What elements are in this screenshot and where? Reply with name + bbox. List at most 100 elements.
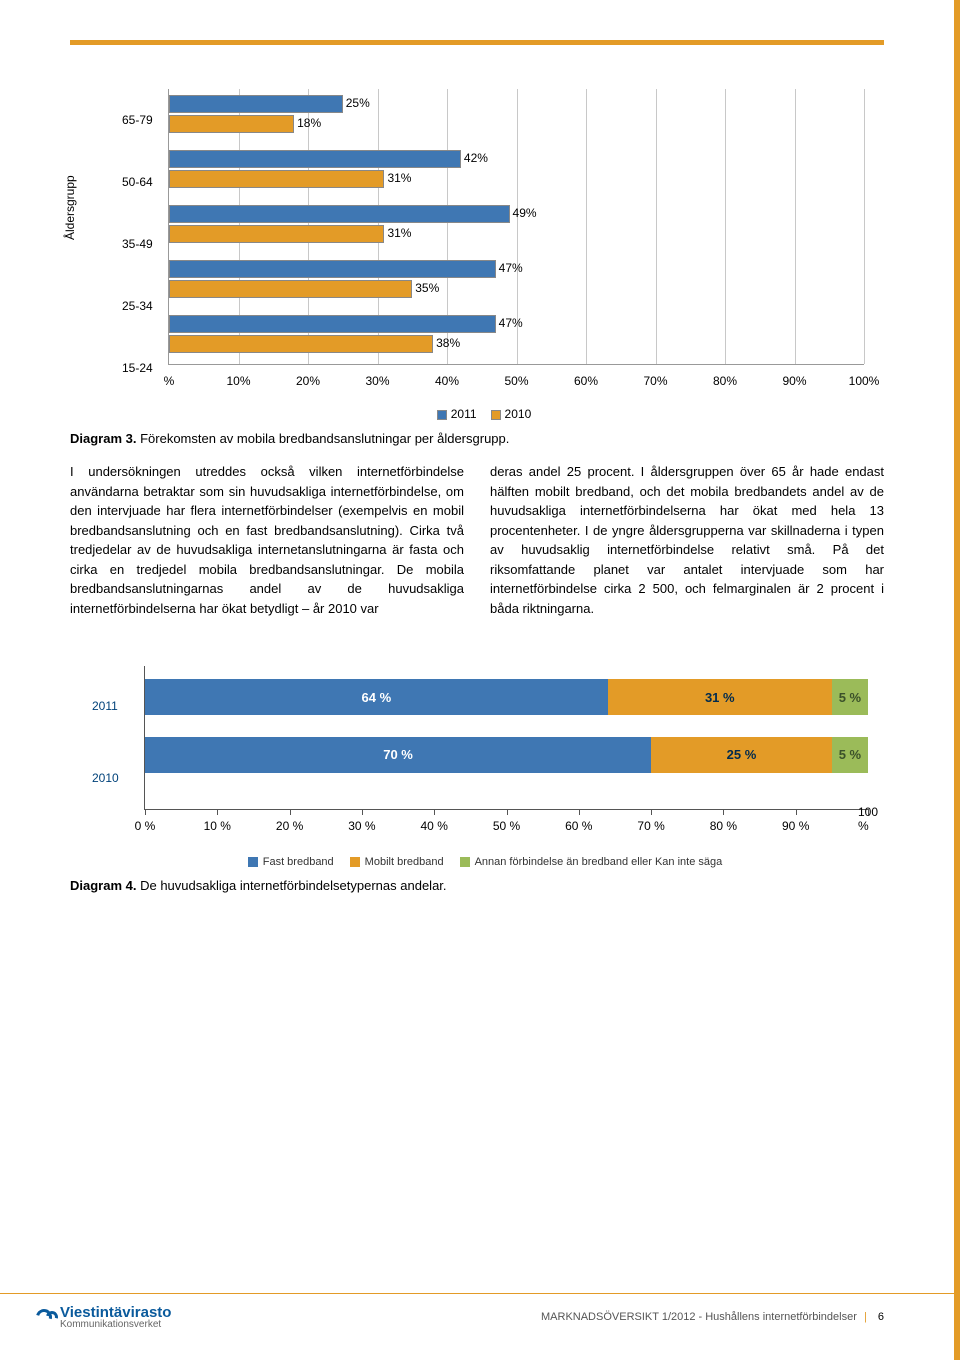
legend-label: Annan förbindelse än bredband eller Kan … (475, 856, 723, 868)
chart1-xtick: 10% (226, 374, 250, 388)
chart1-xtick: 40% (435, 374, 459, 388)
chart1-gridline (656, 89, 657, 364)
legend-swatch (460, 857, 470, 867)
caption-diagram-3: Diagram 3. Förekomsten av mobila bredban… (70, 431, 884, 446)
page-number: 6 (878, 1311, 884, 1323)
chart2-xlabel: 0 % (135, 819, 156, 833)
chart2-segment: 64 % (145, 679, 608, 715)
chart1-category-label: 50-64 (122, 175, 153, 189)
chart1-bar-value: 18% (297, 116, 333, 130)
chart1-bar-value: 42% (464, 151, 500, 165)
legend-swatch (437, 410, 447, 420)
brand-mark (36, 1309, 52, 1325)
caption4-rest: De huvudsakliga internetförbindelsetyper… (136, 878, 446, 893)
chart2-tick (507, 809, 508, 815)
legend-label: 2010 (505, 407, 532, 421)
chart2-xlabel: 60 % (565, 819, 592, 833)
chart1-ylabel: Åldersgrupp (63, 175, 77, 240)
legend-swatch (248, 857, 258, 867)
caption4-bold: Diagram 4. (70, 878, 136, 893)
chart2-tick (723, 809, 724, 815)
chart1-bar-value: 38% (436, 336, 472, 350)
chart1-category-label: 35-49 (122, 237, 153, 251)
chart1-bar: 35% (169, 280, 412, 298)
top-rule (70, 40, 884, 45)
page-footer: Viestintävirasto Kommunikationsverket MA… (0, 1293, 954, 1330)
chart1-xtick: % (164, 374, 175, 388)
chart2-row-label: 2011 (92, 699, 118, 713)
chart1-bar: 25% (169, 95, 343, 113)
chart2-xlabel: 80 % (710, 819, 737, 833)
footer-doc-info: MARKNADSÖVERSIKT 1/2012 - Hushållens int… (541, 1311, 884, 1323)
brand-subname: Kommunikationsverket (60, 1319, 171, 1330)
chart1-bar-value: 35% (415, 281, 451, 295)
legend-swatch (491, 410, 501, 420)
chart1-xtick: 20% (296, 374, 320, 388)
chart1-bar: 42% (169, 150, 461, 168)
chart2-segment: 31 % (608, 679, 832, 715)
chart1-bar-value: 47% (499, 316, 535, 330)
body-col-right: deras andel 25 procent. I åldersgruppen … (490, 462, 884, 618)
chart2-row-label: 2010 (92, 771, 119, 785)
chart1-xtick: 70% (643, 374, 667, 388)
chart1-bar-value: 25% (346, 96, 382, 110)
caption3-rest: Förekomsten av mobila bredbandsanslutnin… (136, 431, 509, 446)
chart1-category-label: 65-79 (122, 113, 153, 127)
brand-logo: Viestintävirasto Kommunikationsverket (36, 1304, 171, 1330)
chart2-tick (651, 809, 652, 815)
chart2-segment: 5 % (832, 737, 868, 773)
chart1-xtick: 30% (365, 374, 389, 388)
chart1-xtick: 100% (849, 374, 880, 388)
chart2-xlabel: 30 % (348, 819, 375, 833)
chart2-plot: 0 %10 %20 %30 %40 %50 %60 %70 %80 %90 %1… (144, 666, 868, 810)
legend-label: 2011 (451, 407, 477, 421)
chart2-xlabel: 70 % (637, 819, 664, 833)
chart1-bar: 31% (169, 170, 384, 188)
chart1-bar-value: 31% (387, 226, 423, 240)
body-columns: I undersökningen utreddes också vilken i… (70, 462, 884, 618)
chart1-bar: 47% (169, 260, 496, 278)
chart2-segment: 5 % (832, 679, 868, 715)
legend-swatch (350, 857, 360, 867)
chart1-bar: 38% (169, 335, 433, 353)
chart1-xtick: 80% (713, 374, 737, 388)
chart1-category-label: 25-34 (122, 299, 153, 313)
chart1-bar: 49% (169, 205, 510, 223)
chart2-xlabel: 90 % (782, 819, 809, 833)
chart1-gridline (586, 89, 587, 364)
chart1-xtick: 50% (504, 374, 528, 388)
chart2-xlabel: 20 % (276, 819, 303, 833)
chart2-tick (362, 809, 363, 815)
chart1-bar-value: 31% (387, 171, 423, 185)
chart2-legend: Fast bredband Mobilt bredband Annan förbin… (80, 856, 874, 868)
chart-age-mobile-broadband: Åldersgrupp %10%20%30%40%50%60%70%80%90%… (90, 85, 864, 395)
chart2-tick (217, 809, 218, 815)
chart2-tick (579, 809, 580, 815)
chart1-plot: %10%20%30%40%50%60%70%80%90%100%25%18%42… (168, 89, 864, 365)
legend-label: Fast bredband (263, 856, 334, 868)
chart2-segment: 70 % (145, 737, 651, 773)
chart2-segment: 25 % (651, 737, 832, 773)
chart1-xtick: 90% (782, 374, 806, 388)
chart1-bar-value: 47% (499, 261, 535, 275)
footer-doc-title: MARKNADSÖVERSIKT 1/2012 - Hushållens int… (541, 1311, 857, 1323)
chart1-gridline (725, 89, 726, 364)
body-col-left: I undersökningen utreddes också vilken i… (70, 462, 464, 618)
legend-label: Mobilt bredband (365, 856, 444, 868)
chart1-bar-value: 49% (513, 206, 549, 220)
chart1-bar: 18% (169, 115, 294, 133)
chart-connection-type-share: 0 %10 %20 %30 %40 %50 %60 %70 %80 %90 %1… (80, 660, 874, 840)
chart1-category-label: 15-24 (122, 361, 153, 375)
chart2-tick (796, 809, 797, 815)
chart1-xtick: 60% (574, 374, 598, 388)
chart2-xlabel: 10 % (204, 819, 231, 833)
chart2-xlabel: 100 % (858, 805, 878, 833)
chart1-gridline (864, 89, 865, 364)
chart1-bar: 31% (169, 225, 384, 243)
chart2-xlabel: 50 % (493, 819, 520, 833)
chart2-xlabel: 40 % (421, 819, 448, 833)
caption3-bold: Diagram 3. (70, 431, 136, 446)
chart1-gridline (795, 89, 796, 364)
chart1-bar: 47% (169, 315, 496, 333)
chart1-legend: 2011 2010 (70, 407, 884, 421)
